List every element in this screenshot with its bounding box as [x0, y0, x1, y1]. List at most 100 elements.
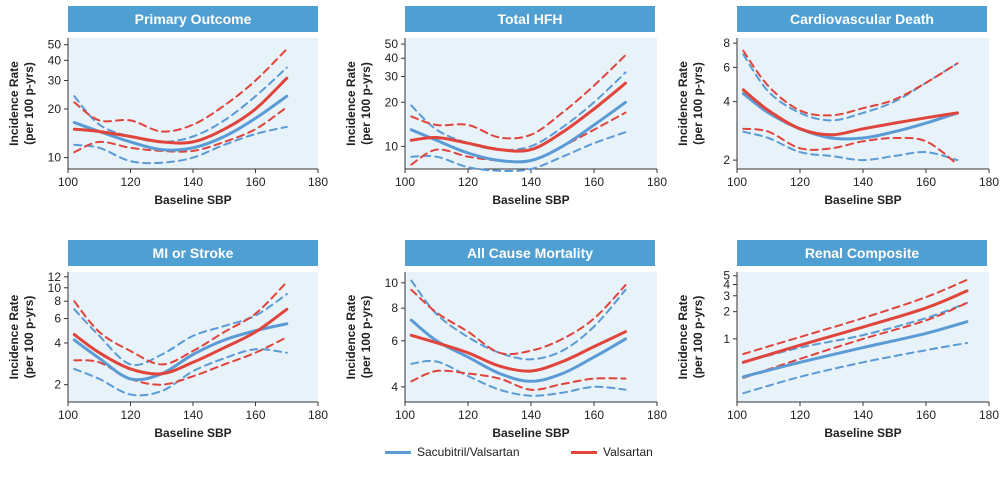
panel-title-bar — [737, 240, 987, 266]
y-tick-label: 6 — [54, 312, 61, 326]
legend-label-valsartan: Valsartan — [603, 445, 653, 459]
y-tick-label: 4 — [54, 336, 61, 350]
x-tick-label: 100 — [395, 408, 415, 422]
x-tick-label: 100 — [727, 408, 747, 422]
x-tick-label: 140 — [521, 175, 541, 189]
legend-label-sacubitril: Sacubitril/Valsartan — [417, 445, 520, 459]
valsartan-ci-lower-line — [742, 127, 959, 166]
sacubitril-valsartan-estimate-line — [741, 320, 969, 379]
y-tick-label: 4 — [723, 95, 730, 109]
chart-panel-6: Renal Composite 1 2 345 100 120 140 160 180 Basel… — [676, 240, 999, 440]
sacubitril-valsartan-estimate-line — [72, 322, 289, 382]
y-axis-label: Incidence Rate(per 100 p-yrs) — [344, 61, 373, 146]
plot-area — [737, 272, 989, 402]
x-tick-label: 100 — [58, 408, 78, 422]
y-axis-label-line: Incidence Rate — [344, 294, 358, 379]
panel-title-bar — [68, 240, 318, 266]
y-tick-label: 50 — [48, 38, 62, 52]
valsartan-ci-lower-line — [410, 369, 627, 391]
y-axis-label: Incidence Rate(per 100 p-yrs) — [344, 294, 373, 379]
y-tick-label: 6 — [723, 60, 730, 74]
y-tick-label: 20 — [48, 102, 62, 116]
valsartan-estimate-line — [72, 307, 289, 376]
valsartan-estimate-line — [741, 88, 959, 137]
valsartan-estimate-line — [741, 289, 969, 364]
y-tick-label: 40 — [48, 53, 62, 67]
valsartan-estimate-line — [409, 330, 627, 373]
x-axis-label: Baseline SBP — [492, 426, 569, 440]
legend-swatch-sacubitril — [385, 450, 411, 454]
valsartan-estimate-line — [72, 76, 289, 145]
y-tick-label: 20 — [385, 95, 399, 109]
x-tick-label: 120 — [120, 175, 140, 189]
panel-title: All Cause Mortality — [467, 245, 593, 261]
x-tick-label: 100 — [727, 175, 747, 189]
x-tick-label: 120 — [790, 175, 810, 189]
sacubitril-valsartan-ci-upper-line — [73, 66, 288, 143]
y-axis-label-line: Incidence Rate — [676, 294, 690, 379]
y-tick-label: 12 — [48, 270, 62, 284]
panel-title: Primary Outcome — [135, 11, 252, 27]
x-tick-label: 120 — [120, 408, 140, 422]
y-axis-label: Incidence Rate(per 100 p-yrs) — [7, 61, 36, 146]
y-tick-label: 1 — [723, 332, 730, 346]
x-tick-label: 140 — [521, 408, 541, 422]
valsartan-ci-lower-line — [73, 336, 288, 386]
y-axis-label-line: Incidence Rate — [344, 61, 358, 146]
sacubitril-valsartan-estimate-line — [409, 100, 627, 164]
y-axis-label-line: (per 100 p-yrs) — [22, 62, 36, 145]
valsartan-ci-upper-line — [742, 278, 968, 355]
valsartan-estimate-line — [409, 81, 627, 153]
x-tick-label: 180 — [979, 408, 999, 422]
y-axis-label-line: Incidence Rate — [7, 61, 21, 146]
legend-item-valsartan: Valsartan — [571, 441, 653, 463]
y-axis-label: Incidence Rate(per 100 p-yrs) — [676, 61, 705, 146]
x-tick-label: 180 — [647, 408, 667, 422]
sacubitril-valsartan-ci-upper-line — [73, 293, 288, 367]
y-tick-label: 30 — [385, 70, 399, 84]
y-tick-label: 40 — [385, 51, 399, 65]
y-tick-label: 8 — [54, 294, 61, 308]
y-axis-label-line: (per 100 p-yrs) — [691, 296, 705, 379]
y-tick-label: 10 — [385, 139, 399, 153]
x-tick-label: 160 — [245, 175, 265, 189]
x-tick-label: 120 — [458, 175, 478, 189]
y-tick-label: 30 — [48, 74, 62, 88]
x-axis-label: Baseline SBP — [824, 193, 901, 207]
chart-panel-3: Cardiovascular Death 2 4 6 8 100 120 140 160 180 B… — [676, 6, 999, 207]
y-tick-label: 2 — [723, 305, 730, 319]
valsartan-ci-upper-line — [410, 54, 627, 140]
panel-title: Renal Composite — [805, 245, 920, 261]
x-tick-label: 120 — [458, 408, 478, 422]
y-axis-label-line: Incidence Rate — [676, 61, 690, 146]
x-tick-label: 160 — [584, 408, 604, 422]
legend-item-sacubitril: Sacubitril/Valsartan — [385, 441, 520, 463]
x-axis-label: Baseline SBP — [154, 193, 231, 207]
legend: Sacubitril/Valsartan Valsartan — [385, 441, 685, 463]
y-tick-label: 4 — [391, 380, 398, 394]
panel-title-bar — [68, 6, 318, 32]
y-tick-label: 2 — [723, 153, 730, 167]
x-tick-label: 180 — [979, 175, 999, 189]
panel-title-bar — [405, 240, 655, 266]
y-tick-label: 6 — [391, 334, 398, 348]
y-tick-label: 2 — [54, 378, 61, 392]
sacubitril-valsartan-ci-lower-line — [742, 130, 959, 162]
y-tick-label: 5 — [723, 269, 730, 283]
sacubitril-valsartan-ci-lower-line — [410, 131, 627, 172]
y-axis-label-line: (per 100 p-yrs) — [22, 296, 36, 379]
valsartan-ci-upper-line — [410, 284, 627, 356]
chart-panel-5: All Cause Mortality 4 6 8 10 100 120 140 160 180 B… — [344, 240, 667, 440]
panel-title-bar — [405, 6, 655, 32]
x-tick-label: 140 — [853, 408, 873, 422]
x-tick-label: 140 — [183, 175, 203, 189]
y-tick-label: 4 — [723, 277, 730, 291]
sacubitril-valsartan-ci-upper-line — [742, 53, 959, 122]
valsartan-ci-lower-line — [73, 106, 288, 154]
plot-area — [737, 38, 989, 169]
y-tick-label: 10 — [48, 151, 62, 165]
y-tick-label: 10 — [385, 276, 399, 290]
